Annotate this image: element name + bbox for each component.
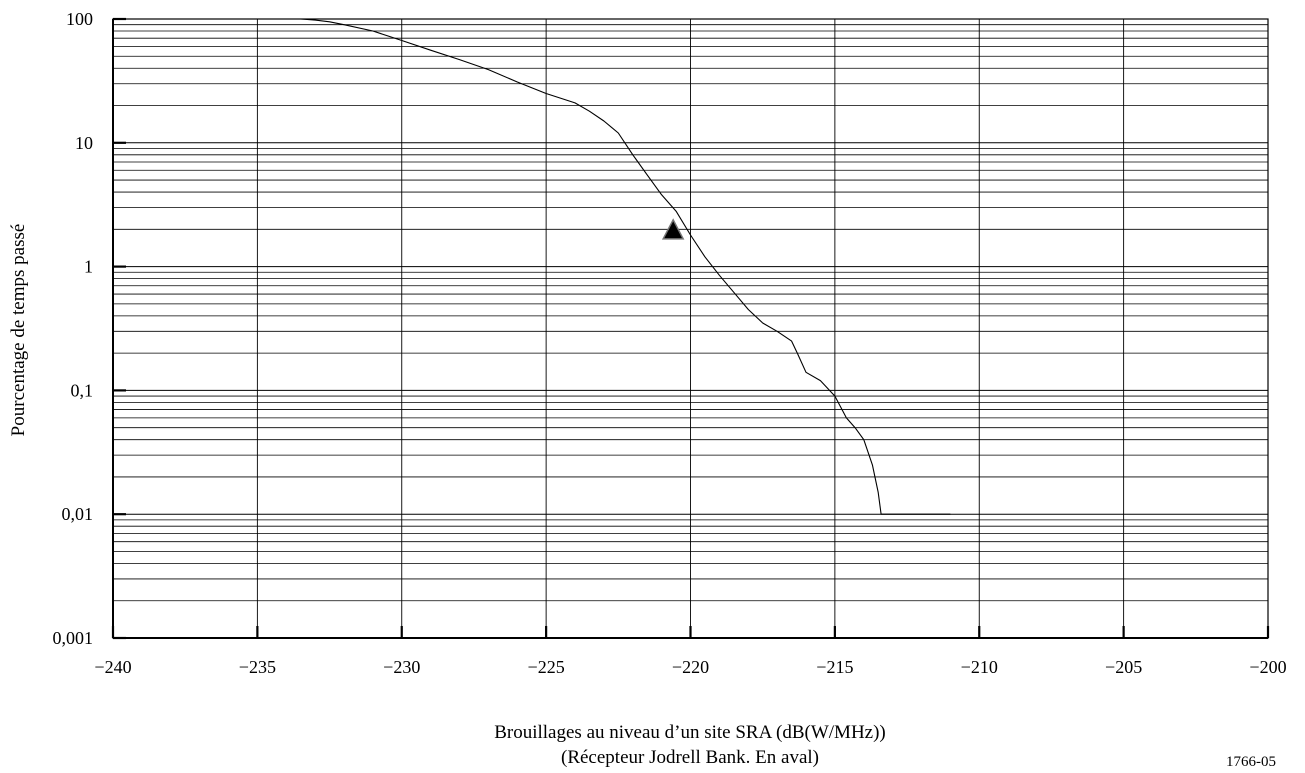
y-tick-label: 100 bbox=[66, 9, 93, 29]
x-tick-labels: −240 −235 −230 −225 −220 −215 −210 −205 −200 bbox=[94, 657, 1286, 677]
x-tick-label: −235 bbox=[239, 657, 276, 677]
series-group bbox=[113, 18, 951, 515]
x-axis-title: Brouillages au niveau d’un site SRA (dB(… bbox=[494, 722, 886, 743]
x-tick-label: −240 bbox=[94, 657, 131, 677]
y-tick-label: 0,1 bbox=[71, 380, 94, 400]
y-tick-label: 1 bbox=[84, 257, 93, 277]
x-tick-label: −210 bbox=[961, 657, 998, 677]
x-tick-label: −200 bbox=[1249, 657, 1286, 677]
x-axis-subtitle: (Récepteur Jodrell Bank. En aval) bbox=[561, 747, 819, 768]
y-tick-label: 10 bbox=[75, 133, 93, 153]
y-tick-labels: 0,001 0,01 0,1 1 10 100 bbox=[53, 9, 94, 648]
series-line bbox=[113, 18, 951, 515]
x-tick-label: −220 bbox=[672, 657, 709, 677]
x-tick-label: −230 bbox=[383, 657, 420, 677]
x-tick-label: −205 bbox=[1105, 657, 1142, 677]
x-tick-label: −215 bbox=[816, 657, 853, 677]
y-tick-label: 0,01 bbox=[62, 504, 94, 524]
triangle-marker bbox=[661, 218, 685, 240]
y-axis-title: Pourcentage de temps passé bbox=[8, 224, 29, 437]
x-tick-label: −225 bbox=[528, 657, 565, 677]
figure-id: 1766-05 bbox=[1226, 754, 1276, 770]
marker-group bbox=[661, 218, 685, 240]
y-tick-label: 0,001 bbox=[53, 628, 94, 648]
major-grid bbox=[112, 18, 1269, 639]
